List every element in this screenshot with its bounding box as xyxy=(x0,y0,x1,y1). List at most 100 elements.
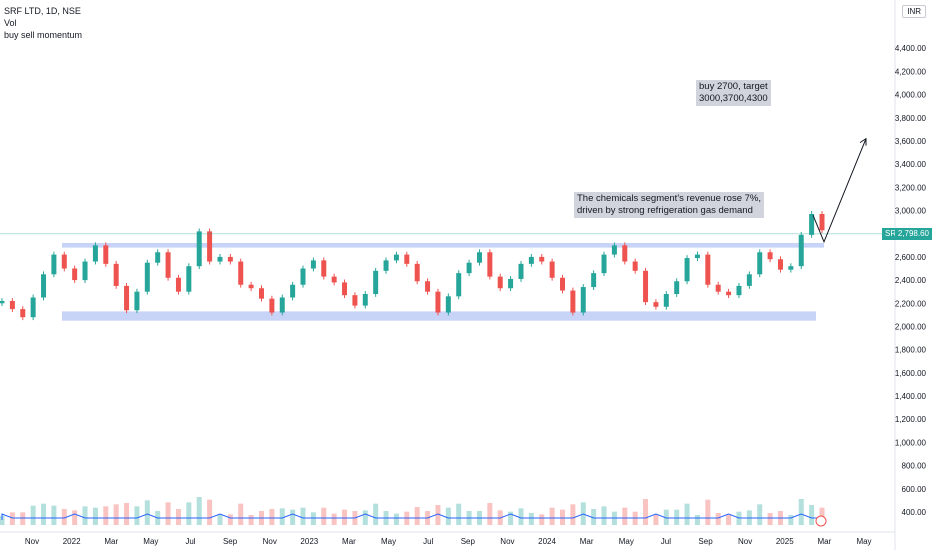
candle-body[interactable] xyxy=(663,294,669,307)
support-zone[interactable] xyxy=(62,311,816,321)
candle-body[interactable] xyxy=(352,295,358,306)
candle-body[interactable] xyxy=(82,261,88,281)
note-revenue[interactable]: The chemicals segment's revenue rose 7%,… xyxy=(574,192,764,218)
candle-body[interactable] xyxy=(466,262,472,274)
currency-label[interactable]: INR xyxy=(902,5,926,18)
candle-body[interactable] xyxy=(414,263,420,282)
candle-body[interactable] xyxy=(113,263,119,286)
candle-body[interactable] xyxy=(746,274,752,286)
candle-body[interactable] xyxy=(705,254,711,285)
note-target[interactable]: buy 2700, target 3000,3700,4300 xyxy=(696,80,771,106)
candle-body[interactable] xyxy=(757,252,763,275)
candle-body[interactable] xyxy=(476,252,482,263)
candle-body[interactable] xyxy=(0,300,5,304)
candle-body[interactable] xyxy=(445,296,451,313)
candle-body[interactable] xyxy=(61,254,67,269)
resistance-zone[interactable] xyxy=(62,242,824,248)
candle-body[interactable] xyxy=(373,270,379,295)
candle-body[interactable] xyxy=(767,252,773,260)
candle-body[interactable] xyxy=(9,300,15,310)
candle-body[interactable] xyxy=(694,254,700,259)
candle-body[interactable] xyxy=(653,302,659,307)
candle-body[interactable] xyxy=(674,281,680,295)
candle-body[interactable] xyxy=(310,260,316,269)
candle-body[interactable] xyxy=(155,252,161,263)
candle-body[interactable] xyxy=(279,297,285,313)
x-tick-label: Mar xyxy=(104,537,118,546)
candle-body[interactable] xyxy=(383,260,389,271)
candle-body[interactable] xyxy=(684,258,690,282)
candle-body[interactable] xyxy=(580,287,586,313)
candle-body[interactable] xyxy=(248,284,254,289)
candle-body[interactable] xyxy=(41,274,47,298)
candle-body[interactable] xyxy=(549,261,555,278)
candle-body[interactable] xyxy=(227,256,233,262)
candle-body[interactable] xyxy=(217,256,223,262)
volume-bar xyxy=(684,503,690,525)
candle-body[interactable] xyxy=(258,288,264,299)
candle-body[interactable] xyxy=(497,276,503,289)
candle-body[interactable] xyxy=(393,254,399,261)
candle-body[interactable] xyxy=(425,281,431,292)
candle-body[interactable] xyxy=(601,254,607,274)
candle-body[interactable] xyxy=(726,291,732,296)
candle-body[interactable] xyxy=(487,252,493,277)
event-flash-icon[interactable] xyxy=(815,515,827,527)
candle-body[interactable] xyxy=(51,254,57,275)
y-tick-label: 400.00 xyxy=(902,508,927,517)
candle-body[interactable] xyxy=(331,276,337,283)
candle-body[interactable] xyxy=(134,291,140,311)
candle-body[interactable] xyxy=(175,277,181,292)
projection-arrow[interactable] xyxy=(812,138,867,244)
candle-body[interactable] xyxy=(560,277,566,291)
candle-body[interactable] xyxy=(269,298,275,313)
candle-body[interactable] xyxy=(643,270,649,303)
volume-bar xyxy=(290,509,296,525)
candle-body[interactable] xyxy=(518,263,524,279)
candle-body[interactable] xyxy=(144,262,150,292)
candle-body[interactable] xyxy=(819,214,825,231)
candle-body[interactable] xyxy=(777,259,783,270)
symbol-title[interactable]: SRF LTD, 1D, NSE xyxy=(4,6,81,16)
candle-body[interactable] xyxy=(570,290,576,313)
candle-body[interactable] xyxy=(611,245,617,255)
volume-bar xyxy=(165,502,171,525)
candle-body[interactable] xyxy=(207,231,213,262)
candle-body[interactable] xyxy=(809,214,815,235)
candle-body[interactable] xyxy=(92,245,98,262)
candle-body[interactable] xyxy=(591,273,597,288)
candle-body[interactable] xyxy=(435,291,441,313)
candle-body[interactable] xyxy=(124,285,130,311)
candle-body[interactable] xyxy=(508,278,514,289)
volume-bar xyxy=(196,497,202,525)
candle-body[interactable] xyxy=(30,297,36,318)
candle-body[interactable] xyxy=(456,273,462,297)
candle-body[interactable] xyxy=(798,234,804,267)
candle-body[interactable] xyxy=(528,256,534,264)
candle-body[interactable] xyxy=(715,284,721,292)
volume-bar xyxy=(508,511,514,525)
volume-bar xyxy=(487,503,493,525)
candle-body[interactable] xyxy=(788,266,794,270)
candle-body[interactable] xyxy=(622,245,628,262)
candle-body[interactable] xyxy=(20,309,26,318)
candle-body[interactable] xyxy=(72,268,78,281)
candle-body[interactable] xyxy=(321,260,327,277)
candle-body[interactable] xyxy=(362,294,368,306)
candle-body[interactable] xyxy=(342,282,348,296)
candle-body[interactable] xyxy=(539,256,545,262)
candle-body[interactable] xyxy=(238,261,244,285)
candle-body[interactable] xyxy=(290,284,296,298)
candle-body[interactable] xyxy=(404,254,410,264)
candle-body[interactable] xyxy=(736,285,742,296)
volume-bar xyxy=(456,503,462,525)
candle-body[interactable] xyxy=(196,231,202,267)
candle-body[interactable] xyxy=(103,245,109,264)
candle-body[interactable] xyxy=(632,261,638,271)
indicator-label[interactable]: buy sell momentum xyxy=(4,30,83,40)
candle-body[interactable] xyxy=(300,268,306,285)
volume-label[interactable]: Vol xyxy=(4,18,17,28)
candle-body[interactable] xyxy=(165,252,171,278)
candle-body[interactable] xyxy=(186,266,192,292)
